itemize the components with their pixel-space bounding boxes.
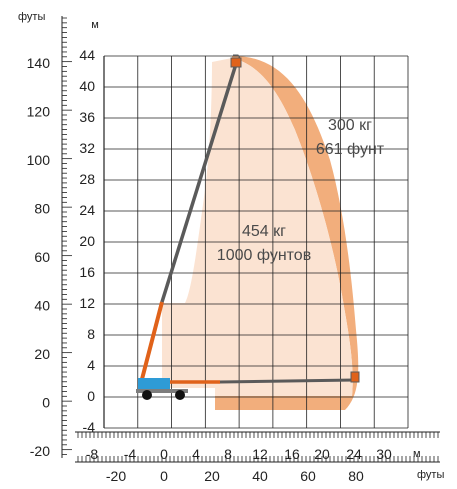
bottom-meter-tick-label: -4: [124, 446, 137, 462]
bottom-meter-unit-label: м: [413, 448, 421, 460]
bottom-meter-tick-label: 4: [192, 446, 200, 462]
inner-tick-label: 28: [79, 171, 95, 187]
inner-tick-label: 32: [79, 140, 95, 156]
wheel-rear: [142, 390, 152, 400]
inner-capacity-kg-label: 454 кг: [242, 223, 286, 240]
platform-basket-side: [350, 371, 360, 383]
left-tick-label: 100: [27, 152, 51, 168]
inner-tick-label: 40: [79, 78, 95, 94]
left-feet-axis: [61, 16, 72, 458]
left-tick-label: 40: [34, 298, 50, 314]
inner-tick-label: 24: [79, 202, 95, 218]
bottom-meter-tick-label: 8: [224, 446, 232, 462]
inner-capacity-zone: [162, 58, 353, 396]
left-tick-label: 120: [27, 104, 51, 120]
bottom-meter-tick-label: 0: [160, 446, 168, 462]
bottom-meter-tick-label: 24: [346, 446, 362, 462]
inner-tick-label: -4: [83, 419, 96, 435]
bottom-feet-tick-label: -20: [106, 468, 126, 484]
bottom-feet-tick-label: 40: [252, 468, 268, 484]
inner-capacity-lb-label: 1000 фунтов: [217, 247, 311, 264]
left-tick-label: 0: [42, 395, 50, 411]
chassis: [136, 378, 188, 400]
inner-tick-label: 8: [87, 326, 95, 342]
boom-extended-up: [139, 63, 238, 384]
bottom-feet-tick-label: 80: [348, 468, 364, 484]
bottom-meter-ticks: -8 -4 0 4 8 12 16 20 24 30: [86, 446, 392, 462]
platform-basket-top: [230, 54, 242, 68]
left-tick-label: -20: [30, 443, 50, 459]
left-tick-label: 20: [34, 346, 50, 362]
inner-tick-label: 16: [79, 264, 95, 280]
inner-unit-label: м: [91, 19, 99, 31]
left-tick-label: 80: [34, 201, 50, 217]
bottom-meter-tick-label: 12: [252, 446, 268, 462]
left-tick-label: 60: [34, 249, 50, 265]
boom-extended-horizontal: [145, 378, 356, 384]
outer-capacity-zone: [215, 55, 359, 411]
bottom-meter-tick-label: 20: [314, 446, 330, 462]
inner-tick-label: 0: [87, 388, 95, 404]
outer-capacity-kg-label: 300 кг: [328, 117, 372, 134]
left-tick-label: 140: [27, 55, 51, 71]
left-unit-label: футы: [18, 11, 45, 23]
outer-capacity-lb-label: 661 фунт: [316, 141, 385, 158]
wheel-front: [175, 390, 185, 400]
bottom-meter-tick-label: 16: [284, 446, 300, 462]
inner-tick-label: 20: [79, 233, 95, 249]
inner-tick-label: 44: [79, 47, 95, 63]
bottom-feet-tick-label: 20: [204, 468, 220, 484]
grid: [103, 55, 409, 429]
bottom-feet-ticks: -20 0 20 40 60 80: [106, 468, 364, 484]
left-feet-ticks: 140 120 100 80 60 40 20 0 -20: [27, 55, 51, 459]
inner-tick-label: 36: [79, 109, 95, 125]
bottom-feet-unit-label: футы: [417, 469, 444, 481]
bottom-meter-tick-label: -8: [86, 446, 99, 462]
inner-tick-label: 4: [87, 357, 95, 373]
bottom-axes: [75, 431, 440, 463]
inner-tick-label: 12: [79, 295, 95, 311]
bottom-meter-tick-label: 30: [376, 446, 392, 462]
bottom-feet-tick-label: 0: [160, 468, 168, 484]
bottom-feet-tick-label: 60: [300, 468, 316, 484]
